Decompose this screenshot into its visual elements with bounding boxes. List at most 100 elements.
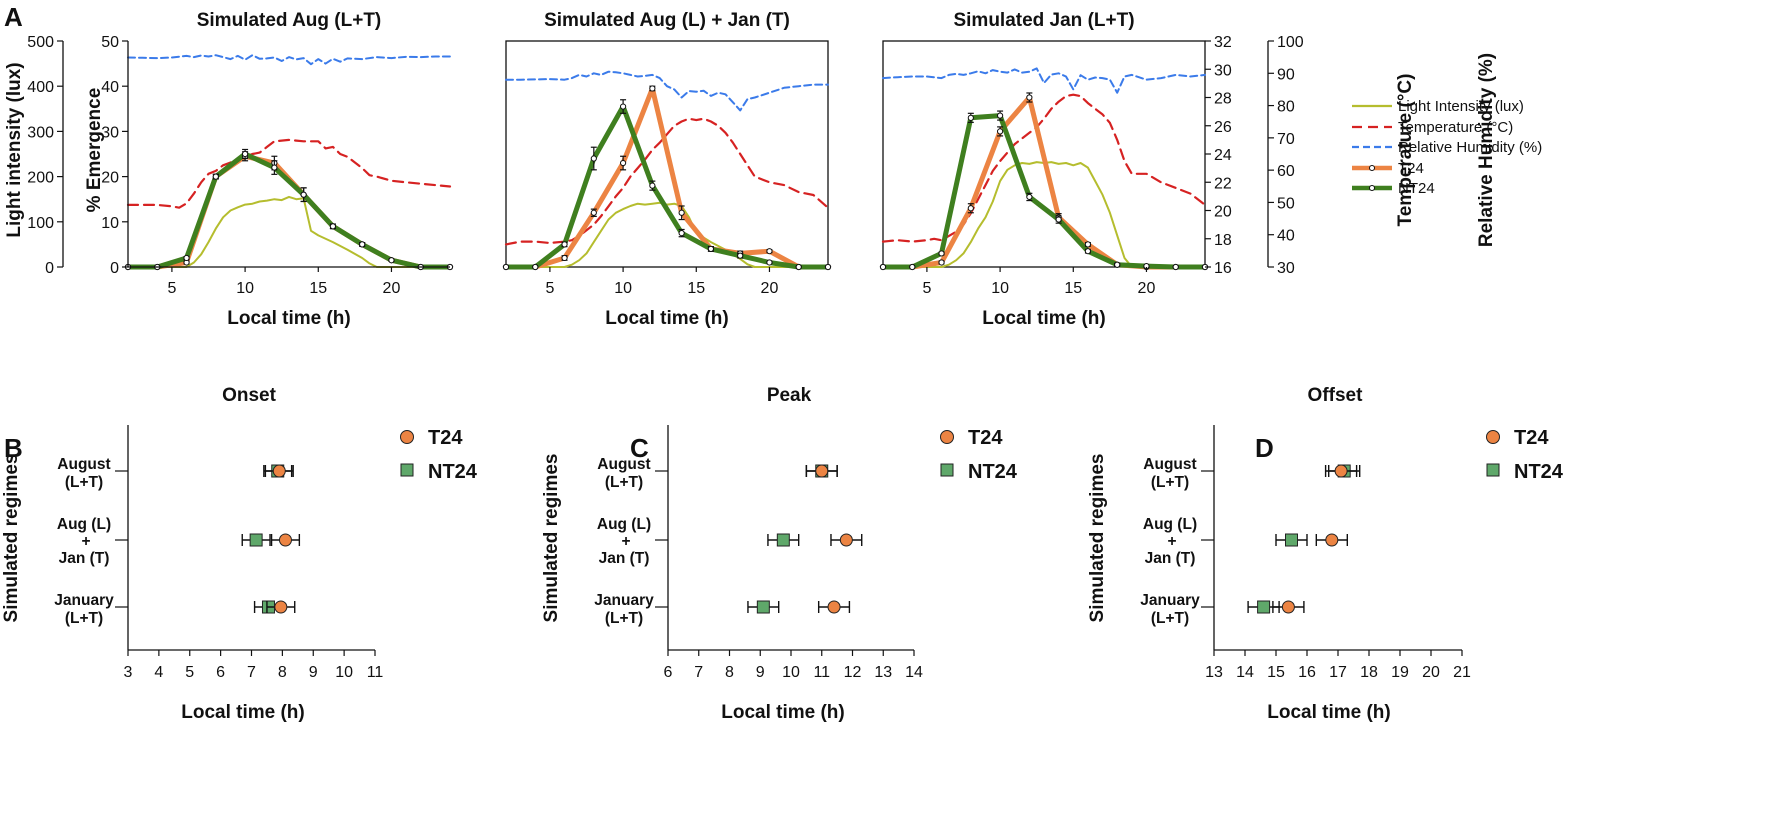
series-line-relative-humidity- (505, 70, 829, 112)
x-tick-label: 5 (545, 280, 554, 297)
x-tick-label: 20 (1422, 664, 1440, 681)
data-point (619, 103, 627, 110)
data-point (388, 257, 395, 264)
x-tick-label: 13 (874, 664, 892, 681)
plot-frame (505, 40, 829, 268)
temperature-tick-label: 24 (1214, 147, 1232, 164)
legend-nt24-label: NT24 (428, 461, 478, 483)
nt24-point (756, 600, 770, 614)
light-tick-label: 200 (27, 170, 54, 187)
data-point (502, 263, 510, 271)
x-tick-label: 19 (1391, 664, 1409, 681)
x-tick-label: 21 (1453, 664, 1471, 681)
t24-point (1334, 464, 1348, 478)
data-point (1084, 241, 1092, 248)
x-tick-label: 11 (813, 664, 830, 681)
category-label: August (1143, 456, 1196, 473)
data-point (824, 263, 832, 271)
emergence-axis: 0 10 20 30 40 50 (101, 34, 129, 277)
category-label: + (1167, 533, 1176, 550)
series-line-relative-humidity- (882, 67, 1206, 94)
x-axis-label: Local time (h) (227, 308, 351, 329)
t24-point (1325, 533, 1339, 547)
temperature-tick-label: 26 (1214, 119, 1232, 136)
legend-entry-nt24: NT24 (1352, 180, 1435, 197)
emergence-tick-label: 0 (110, 260, 119, 277)
x-tick-label: 13 (1205, 664, 1223, 681)
temperature-tick-label: 30 (1214, 62, 1232, 79)
light-tick-label: 100 (27, 215, 54, 232)
series-line-temperature-c- (126, 138, 452, 209)
humidity-tick-label: 50 (1277, 195, 1295, 212)
category-label: + (621, 533, 630, 550)
x-tick-label: 15 (309, 280, 327, 297)
t24-point (839, 533, 853, 547)
t24-point (278, 533, 292, 547)
data-point (996, 128, 1004, 135)
x-tick-label: 17 (1329, 664, 1347, 681)
data-point (766, 259, 773, 266)
data-point (766, 248, 773, 255)
x-tick-label: 10 (335, 664, 353, 681)
x-tick-label: 9 (756, 664, 765, 681)
x-axis-label: Local time (h) (982, 308, 1106, 329)
category-label: Jan (T) (59, 550, 110, 567)
data-point (1114, 261, 1121, 268)
legend-nt24-label: NT24 (968, 461, 1018, 483)
x-tick-label: 20 (383, 280, 401, 297)
light-tick-label: 300 (27, 124, 54, 141)
x-tick-label: 15 (1064, 280, 1082, 297)
data-point (619, 159, 627, 167)
y-axis-label: Simulated regimes (541, 454, 562, 623)
data-point (678, 230, 685, 237)
data-point (879, 263, 887, 271)
category-label: Jan (T) (1145, 550, 1196, 567)
legend-t24-marker (940, 430, 954, 444)
x-tick-label: 20 (1138, 280, 1156, 297)
category-label: (L+T) (65, 610, 103, 627)
category-label: January (54, 592, 114, 609)
humidity-tick-label: 70 (1277, 131, 1295, 148)
category-label: Aug (L) (597, 516, 651, 533)
temperature-tick-label: 18 (1214, 232, 1232, 249)
legend-nt24-label: NT24 (1514, 461, 1564, 483)
data-point (329, 223, 337, 230)
data-point (909, 263, 916, 271)
category-label: August (597, 456, 650, 473)
legend-marker (1369, 165, 1375, 171)
emergence-tick-label: 20 (101, 170, 119, 187)
legend-nt24-marker (940, 463, 954, 477)
temperature-tick-label: 20 (1214, 204, 1232, 221)
y-axis-label: Simulated regimes (1087, 454, 1108, 623)
data-point (649, 182, 656, 189)
temperature-tick-label: 32 (1214, 34, 1232, 51)
data-point (938, 250, 945, 257)
panel-letter-a: A (4, 2, 23, 32)
temperature-axis-label: Temperature (°C) (1395, 74, 1416, 227)
humidity-axis: 30 40 50 60 70 80 90 100 (1267, 34, 1304, 277)
legend-label: Light Intensity (lux) (1398, 98, 1524, 115)
x-tick-label: 7 (247, 664, 256, 681)
t24-point (274, 600, 288, 614)
category-label: (L+T) (65, 474, 103, 491)
data-point (183, 254, 190, 262)
legend: T24 NT24 (1486, 427, 1564, 483)
category-label: (L+T) (1151, 474, 1189, 491)
data-point (359, 241, 366, 248)
light-tick-label: 500 (27, 34, 54, 51)
plot-area (128, 41, 450, 267)
data-point (1084, 248, 1092, 255)
chart-title: Offset (1308, 385, 1364, 406)
panels-bcd: B C D Onset 3 4 5 6 7 8 9 10 11 Local time (h) Simu… (1, 385, 1564, 723)
temperature-tick-label: 16 (1214, 260, 1232, 277)
x-tick-label: 8 (725, 664, 734, 681)
data-point (212, 173, 219, 180)
category-label: + (81, 533, 90, 550)
series-line-nt24 (125, 151, 453, 270)
data-point (300, 191, 307, 198)
data-point (707, 245, 715, 253)
category-label: Jan (T) (599, 550, 650, 567)
chart-b: Onset 3 4 5 6 7 8 9 10 11 Local time (h) Simulated … (1, 385, 478, 723)
data-point (996, 112, 1004, 119)
legend-marker (1369, 185, 1375, 191)
